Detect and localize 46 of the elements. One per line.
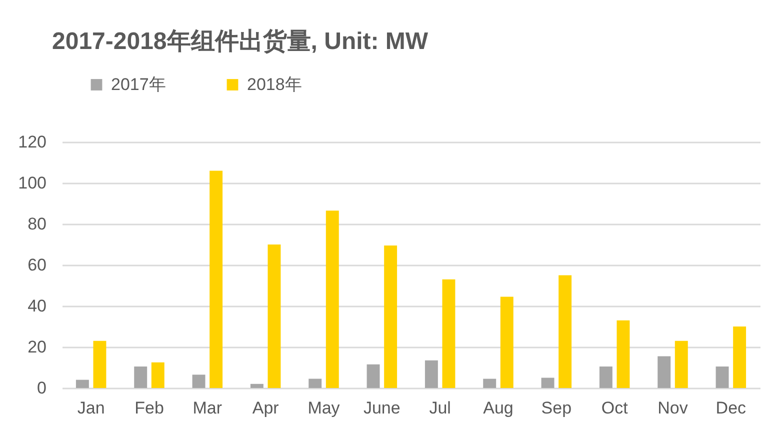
x-tick-label: Jan	[77, 398, 105, 418]
bar	[210, 170, 223, 388]
bar	[424, 360, 438, 388]
bar	[268, 244, 281, 388]
y-tick-label: 100	[18, 174, 46, 192]
bar	[192, 374, 206, 388]
bar	[558, 275, 572, 388]
bar	[326, 210, 339, 388]
bar	[250, 384, 264, 388]
chart-title: 2017-2018年组件出货量, Unit: MW	[52, 28, 428, 55]
bar	[599, 366, 612, 388]
x-tick-label: Mar	[192, 398, 222, 418]
bar	[76, 380, 89, 388]
x-tick-label: June	[363, 398, 400, 418]
bar	[658, 356, 671, 388]
x-tick-label: Apr	[252, 398, 280, 418]
bar	[151, 362, 164, 388]
x-tick-label: Oct	[601, 398, 628, 418]
x-tick-label: Dec	[716, 398, 747, 418]
bar	[308, 378, 322, 388]
y-tick-label: 20	[28, 338, 46, 356]
bar	[134, 366, 148, 388]
bar	[442, 279, 456, 388]
bar	[716, 366, 729, 388]
bar	[674, 340, 688, 388]
y-tick-label: 80	[28, 214, 46, 234]
y-tick-label: 0	[37, 378, 46, 398]
bar	[384, 246, 398, 388]
bar	[541, 378, 554, 388]
x-tick-label: Feb	[134, 398, 164, 418]
x-tick-label: Jul	[429, 398, 451, 418]
x-tick-label: May	[308, 398, 340, 418]
bar	[93, 340, 106, 388]
x-tick-label: Aug	[483, 398, 514, 418]
bar	[366, 364, 380, 388]
bar	[500, 296, 514, 388]
y-tick-label: 120	[18, 132, 46, 152]
x-tick-label: Sep	[541, 398, 572, 418]
legend-label: 2018年	[247, 74, 302, 94]
y-tick-label: 60	[28, 256, 46, 274]
bar	[616, 320, 630, 388]
y-tick-label: 40	[28, 296, 46, 316]
bar	[483, 378, 496, 388]
legend-label: 2017年	[111, 74, 166, 94]
bar	[733, 326, 746, 388]
x-tick-label: Nov	[658, 398, 688, 418]
